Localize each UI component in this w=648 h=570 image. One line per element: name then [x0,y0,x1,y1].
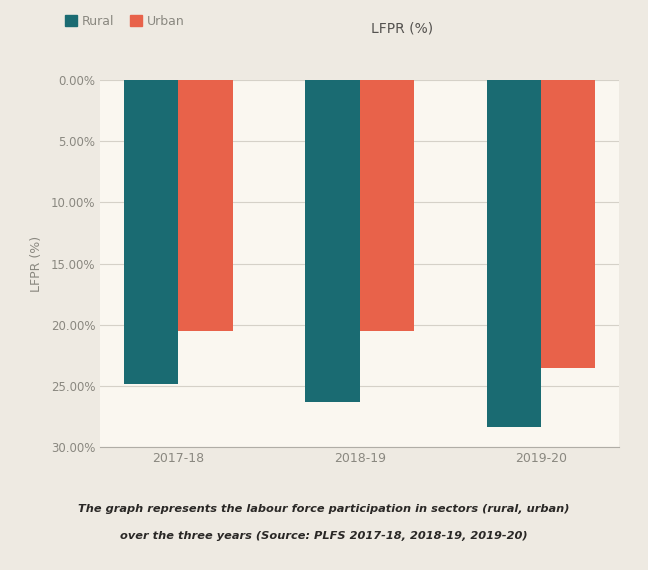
Text: over the three years (Source: PLFS 2017-18, 2018-19, 2019-20): over the three years (Source: PLFS 2017-… [120,531,528,542]
Bar [305,80,360,402]
Y-axis label: LFPR (%): LFPR (%) [30,235,43,292]
Legend: Rural, Urban: Rural, Urban [65,15,185,28]
Text: The graph represents the labour force participation in sectors (rural, urban): The graph represents the labour force pa… [78,504,570,515]
Bar [178,80,233,331]
Bar [124,80,178,384]
Bar [487,80,541,426]
Text: LFPR (%): LFPR (%) [371,21,433,35]
Bar [541,80,596,368]
Bar [360,80,414,331]
